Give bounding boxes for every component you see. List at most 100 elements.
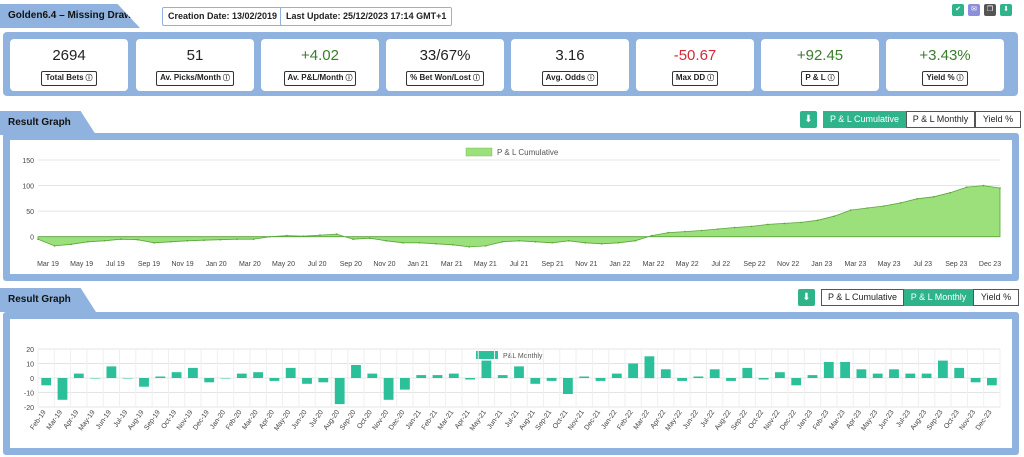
data-point xyxy=(302,235,305,237)
stat-label[interactable]: % Bet Won/Lost ⓘ xyxy=(406,71,484,86)
data-point xyxy=(932,196,935,198)
stat-label[interactable]: Avg. Odds ⓘ xyxy=(541,71,599,86)
graph2-tab-yield[interactable]: Yield % xyxy=(973,289,1019,306)
data-point xyxy=(468,246,471,248)
stat-label-text: Av. Picks/Month xyxy=(160,73,221,82)
monthly-bar xyxy=(563,378,573,394)
x-tick-label: Jun-20 xyxy=(291,409,309,431)
x-tick-label: Mar 20 xyxy=(239,261,261,268)
monthly-bar xyxy=(921,373,932,378)
data-point xyxy=(617,242,620,244)
monthly-bar xyxy=(465,378,475,380)
x-tick-label: Dec-20 xyxy=(388,409,407,432)
monthly-bar xyxy=(791,378,802,386)
cumulative-chart-frame: P & L Cumulative 150 100 50 0 Mar 19 May 19 Jul… xyxy=(3,133,1019,281)
monthly-chart: P&L Monthly20100-10-20Feb-19Mar-19Apr-19… xyxy=(24,347,1001,432)
monthly-bar xyxy=(644,356,655,379)
x-tick-label: Jul-23 xyxy=(895,409,912,429)
stat-value: -50.67 xyxy=(673,47,717,64)
monthly-bar xyxy=(546,378,557,381)
monthly-bar xyxy=(106,366,117,378)
stat-label[interactable]: Total Bets ⓘ xyxy=(41,71,97,86)
x-tick-label: Jan 22 xyxy=(609,261,630,268)
data-point xyxy=(236,238,238,240)
legend-swatch xyxy=(465,147,493,157)
x-tick-label: Mar 21 xyxy=(441,261,463,268)
x-tick-label: Jul-21 xyxy=(504,409,521,429)
graph1-tab-pl-monthly[interactable]: P & L Monthly xyxy=(906,111,975,128)
graph1-download-icon[interactable]: ⬇ xyxy=(800,111,817,128)
info-icon[interactable]: ⓘ xyxy=(83,75,93,82)
copy-icon[interactable]: ❐ xyxy=(984,4,996,16)
chart1-legend: P & L Cumulative xyxy=(465,147,559,157)
mail-icon[interactable]: ✉ xyxy=(968,4,980,16)
graph2-tab-pl-cumulative[interactable]: P & L Cumulative xyxy=(821,289,904,306)
x-tick-label: May-23 xyxy=(860,409,879,432)
monthly-bar xyxy=(595,378,606,381)
stat-label[interactable]: P & L ⓘ xyxy=(801,71,839,86)
graph1-tab-yield[interactable]: Yield % xyxy=(975,111,1021,128)
monthly-bar xyxy=(742,367,753,378)
data-point xyxy=(120,238,122,240)
cumulative-area xyxy=(37,185,1001,248)
info-icon[interactable]: ⓘ xyxy=(825,75,835,82)
check-icon[interactable]: ✔ xyxy=(952,4,964,16)
download-icon[interactable]: ⬇ xyxy=(1000,4,1012,16)
x-tick-label: Jul 21 xyxy=(510,261,529,268)
monthly-bar xyxy=(318,378,329,383)
graph2-download-icon[interactable]: ⬇ xyxy=(798,289,815,306)
x-tick-label: Jun-19 xyxy=(95,409,113,431)
monthly-bar xyxy=(775,372,785,378)
info-icon[interactable]: ⓘ xyxy=(343,75,353,82)
stat-value: 51 xyxy=(186,47,204,64)
data-point xyxy=(203,239,205,241)
monthly-bar xyxy=(236,373,247,378)
graph1-tab-pl-cumulative[interactable]: P & L Cumulative xyxy=(823,111,906,128)
info-icon[interactable]: ⓘ xyxy=(954,75,964,82)
x-tick-label: Sep 23 xyxy=(945,261,967,268)
monthly-bar xyxy=(432,375,443,378)
x-tick-label: May 19 xyxy=(70,261,93,268)
x-tick-label: Nov 21 xyxy=(575,261,597,268)
stat-label[interactable]: Av. Picks/Month ⓘ xyxy=(156,71,234,86)
data-point xyxy=(767,223,769,226)
stat-label[interactable]: Yield % ⓘ xyxy=(922,71,968,86)
x-tick-label: Mar-21 xyxy=(437,409,456,431)
data-point xyxy=(816,219,819,222)
stat-label[interactable]: Max DD ⓘ xyxy=(671,71,719,86)
stats-bar: 2694 Total Bets ⓘ 51 Av. Picks/Month ⓘ +4.02… xyxy=(3,32,1018,96)
data-point xyxy=(186,240,189,242)
data-point xyxy=(667,231,670,234)
data-point xyxy=(717,228,719,230)
x-tick-label: Mar 23 xyxy=(845,261,867,268)
monthly-bar xyxy=(987,378,997,386)
info-icon[interactable]: ⓘ xyxy=(705,75,715,82)
x-tick-label: Jul 19 xyxy=(106,261,125,268)
y-tick-label: -20 xyxy=(24,405,34,412)
data-point xyxy=(402,242,404,244)
stat-label[interactable]: Av. P&L/Month ⓘ xyxy=(283,71,357,86)
monthly-bar xyxy=(905,373,916,378)
data-point xyxy=(534,241,537,243)
x-tick-label: Sep-21 xyxy=(535,409,554,432)
x-tick-label: Dec 23 xyxy=(979,261,1001,268)
stat-label-text: P & L xyxy=(805,73,826,82)
graph2-tab-pl-monthly[interactable]: P & L Monthly xyxy=(904,289,973,306)
info-icon[interactable]: ⓘ xyxy=(470,75,480,82)
chart2-legend: P&L Monthly xyxy=(476,351,543,360)
info-icon[interactable]: ⓘ xyxy=(585,75,595,82)
result-graph-title-1: Result Graph xyxy=(0,111,96,135)
monthly-bar xyxy=(73,373,84,378)
data-point xyxy=(916,198,918,200)
info-icon[interactable]: ⓘ xyxy=(220,75,230,82)
stat-value: +92.45 xyxy=(796,47,844,64)
x-tick-label: Sep-22 xyxy=(730,409,749,432)
data-point xyxy=(800,221,802,224)
monthly-bar xyxy=(253,372,263,378)
monthly-bar xyxy=(628,363,638,378)
monthly-bar xyxy=(823,362,834,378)
data-point xyxy=(368,237,371,239)
data-point xyxy=(733,226,736,229)
monthly-bar xyxy=(285,367,296,378)
x-tick-label: Dec-22 xyxy=(779,409,798,432)
